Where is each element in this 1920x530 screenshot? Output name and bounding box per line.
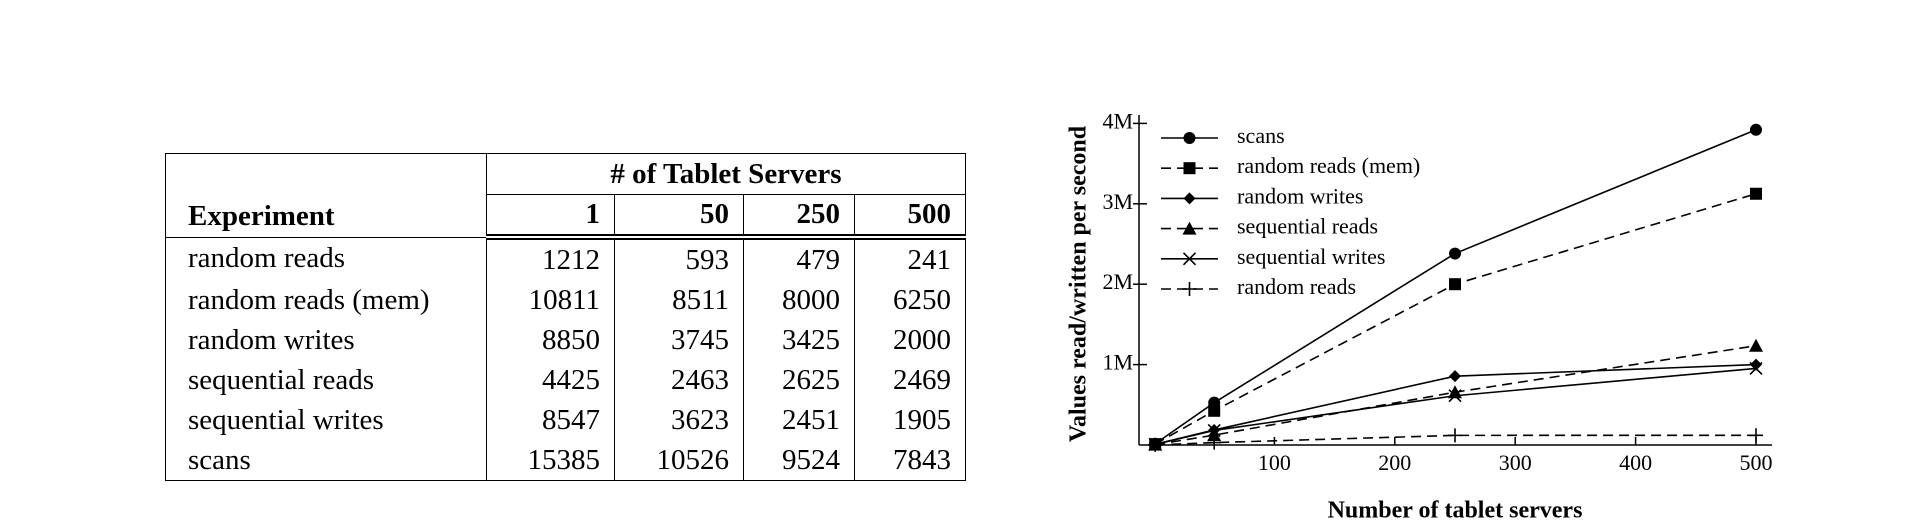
data-point (1449, 370, 1461, 383)
legend-marker (1182, 252, 1197, 266)
x-tick-label: 100 (1258, 450, 1291, 475)
cell: 2469 (854, 360, 966, 400)
cell: 3623 (614, 400, 744, 440)
series-line (1155, 367, 1757, 446)
legend-label: scans (1237, 123, 1285, 148)
x-axis-label: Number of tablet servers (1328, 498, 1583, 524)
header-cell: Experiment (165, 153, 487, 238)
cell: 593 (614, 237, 744, 280)
cell: 3745 (614, 320, 744, 360)
header-cell: # of Tablet Servers (486, 153, 966, 195)
x-tick-label: 400 (1619, 450, 1652, 475)
y-tick-label: 2M (1102, 269, 1133, 294)
cell: 15385 (486, 440, 615, 481)
row-label: random reads (mem) (165, 280, 487, 320)
row-label: sequential reads (165, 360, 487, 400)
data-point (1207, 435, 1222, 450)
cell: 10811 (486, 280, 615, 320)
x-tick-label: 500 (1740, 450, 1773, 475)
y-axis-label: Values read/written per second (1066, 125, 1092, 442)
cell: 9524 (743, 440, 855, 481)
row-label: scans (165, 440, 487, 481)
y-tick-label: 3M (1102, 189, 1133, 214)
data-point (1448, 389, 1462, 403)
cell: 2463 (614, 360, 744, 400)
cell: 241 (854, 237, 966, 280)
data-point (1750, 187, 1762, 200)
row-label: random reads (165, 237, 487, 280)
legend-marker (1183, 192, 1196, 205)
legend-marker (1182, 282, 1197, 296)
data-point (1749, 361, 1763, 375)
data-point (1208, 404, 1221, 417)
table-row: sequential writes 8547 3623 2451 1905 (165, 400, 966, 440)
data-point (1449, 247, 1461, 260)
cell: 8511 (614, 280, 744, 320)
legend-label: random reads (mem) (1237, 153, 1420, 178)
series-line (1154, 192, 1757, 445)
series-line (1155, 434, 1757, 446)
y-tick-label: 4M (1102, 108, 1133, 133)
legend-marker (1183, 162, 1196, 175)
cell: 4425 (486, 360, 615, 400)
legend-label: sequential writes (1237, 244, 1385, 269)
y-tick-label: 1M (1102, 350, 1133, 375)
results-table: Experiment # of Tablet Servers 1 50 250 500… (165, 153, 966, 481)
data-point (1148, 437, 1163, 452)
data-point (1449, 278, 1461, 291)
table-row: random reads (mem) 10811 8511 8000 6250 (165, 280, 966, 320)
data-point (1750, 123, 1762, 136)
data-point (1207, 428, 1222, 442)
legend-marker (1182, 221, 1197, 235)
legend-marker (1183, 132, 1196, 144)
cell: 10526 (614, 440, 744, 481)
legend-label: sequential reads (1237, 214, 1378, 239)
data-point (1749, 338, 1763, 352)
table-row: random writes 8850 3745 3425 2000 (165, 320, 966, 360)
table-row: random reads 1212 593 479 241 (165, 237, 966, 280)
legend-label: random writes (1237, 183, 1363, 208)
column-header: 50 (614, 194, 744, 240)
cell: 479 (743, 237, 855, 280)
cell: 8547 (486, 400, 615, 440)
cell: 1905 (854, 400, 966, 440)
row-label: random writes (165, 320, 487, 360)
table-row: scans 15385 10526 9524 7843 (165, 440, 966, 481)
data-point (1749, 428, 1763, 443)
cell: 8850 (486, 320, 615, 360)
x-tick-label: 300 (1499, 450, 1532, 475)
cell: 7843 (854, 440, 966, 481)
data-point (1207, 423, 1221, 438)
column-header: 500 (854, 194, 966, 240)
cell: 2000 (854, 320, 966, 360)
row-label: sequential writes (165, 400, 487, 440)
table-row: sequential reads 4425 2463 2625 2469 (165, 360, 966, 400)
column-header: 1 (486, 194, 615, 240)
cell: 1212 (486, 237, 615, 280)
series-line (1154, 128, 1757, 445)
cell: 3425 (743, 320, 855, 360)
cell: 2451 (743, 400, 855, 440)
legend-label: random reads (1237, 274, 1356, 299)
column-header: 250 (743, 194, 855, 240)
cell: 6250 (854, 280, 966, 320)
x-tick-label: 200 (1378, 450, 1411, 475)
data-point (1448, 428, 1462, 443)
data-point (1750, 358, 1762, 371)
